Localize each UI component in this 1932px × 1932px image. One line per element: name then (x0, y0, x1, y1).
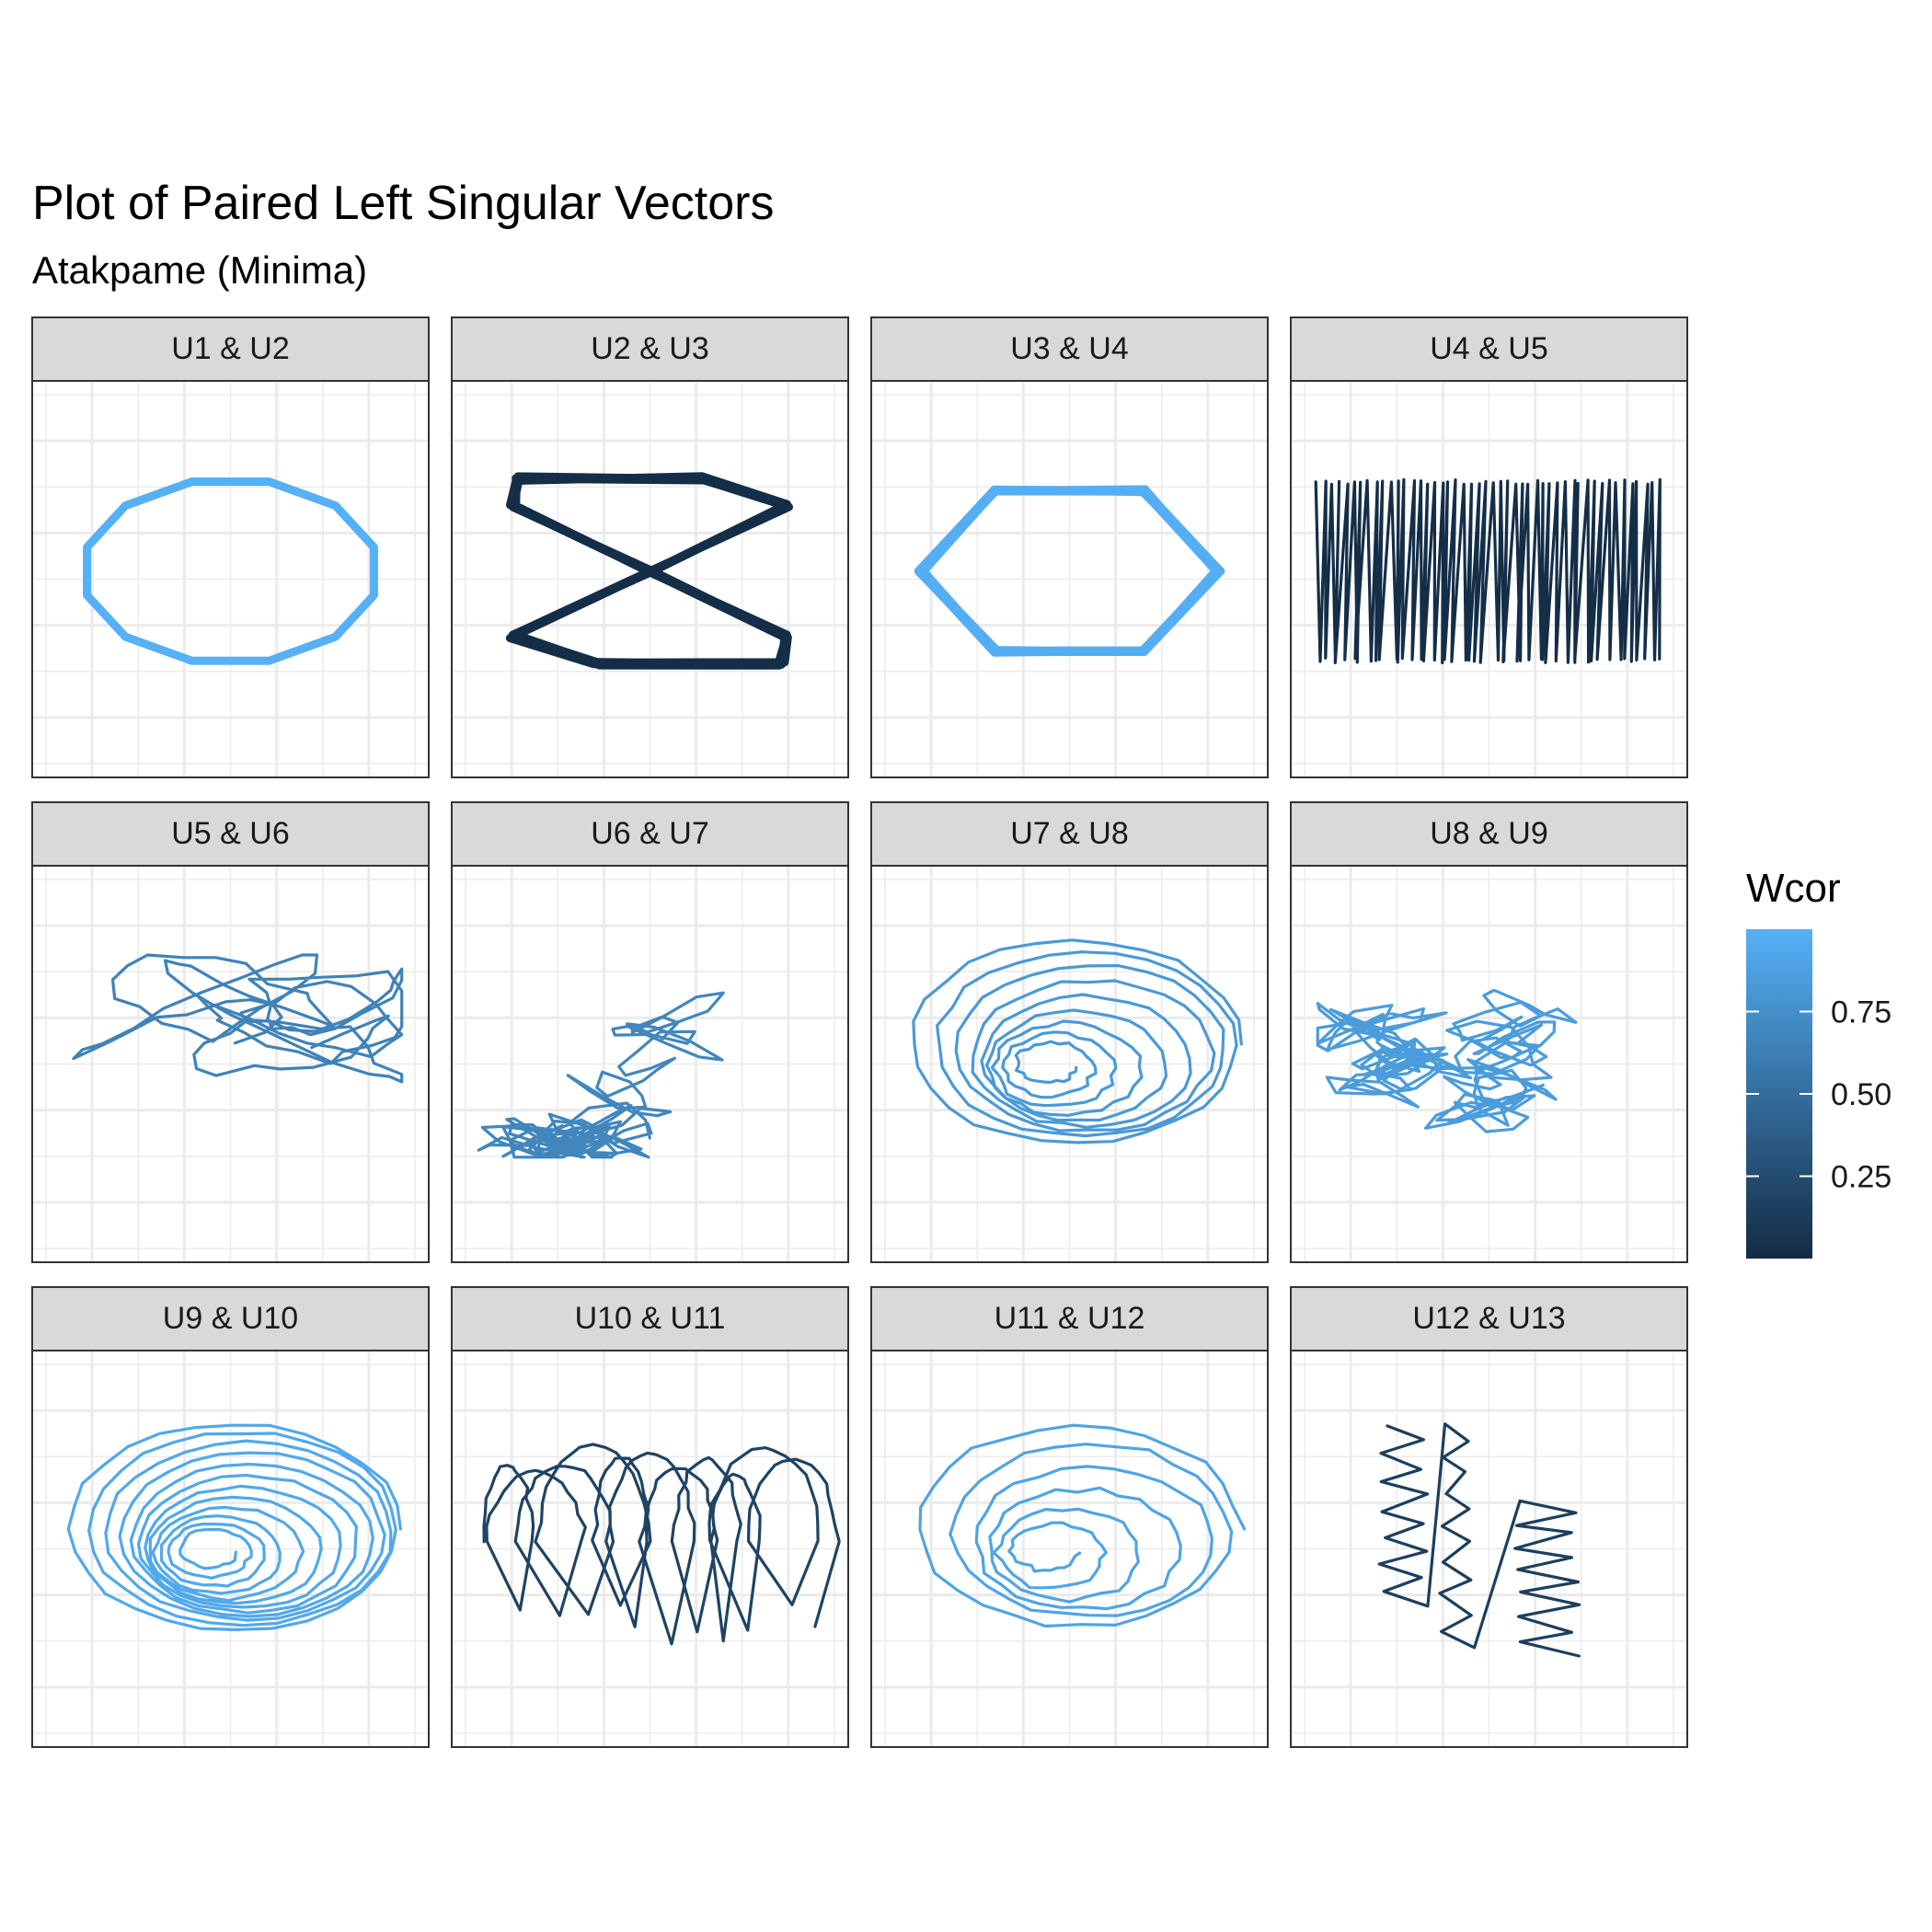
facet-grid: U1 & U2 U2 & U3 U3 & U4 U4 & U5 U5 & U6 U6 & … (31, 316, 1688, 1748)
facet-strip (870, 801, 1269, 867)
facet-strip (451, 801, 849, 867)
facet-label: U11 & U12 (995, 1301, 1145, 1336)
facet-label: U6 & U7 (591, 816, 709, 851)
facet-strip (31, 1286, 430, 1351)
facet-series-line (477, 991, 725, 1159)
facet-grid-lines (1291, 1351, 1687, 1747)
facet-border (31, 380, 430, 778)
facet-strip (31, 316, 430, 382)
facet-strip (31, 801, 430, 867)
facet-series-line (1316, 988, 1578, 1133)
facet-series-line (918, 1423, 1247, 1628)
facet-series-line (66, 1423, 402, 1631)
facet-border (451, 380, 849, 778)
facet-3: U3 & U4 (870, 316, 1269, 778)
facet-label: U4 & U5 (1430, 331, 1548, 366)
facet-strip (1290, 316, 1688, 382)
facet-grid-lines (1291, 866, 1687, 1262)
facet-label: U7 & U8 (1010, 816, 1129, 851)
facet-border (31, 865, 430, 1263)
facet-series-line (914, 485, 1225, 657)
facet-grid-lines (871, 866, 1268, 1262)
facet-12: U12 & U13 (1290, 1286, 1688, 1748)
facet-label: U1 & U2 (171, 331, 290, 366)
facet-11: U11 & U12 (870, 1286, 1269, 1748)
facet-strip (451, 316, 849, 382)
chart-title: Plot of Paired Left Singular Vectors (32, 177, 774, 230)
facet-2: U2 & U3 (451, 316, 849, 778)
legend: Wcor 0.25 0.50 0.75 (1746, 866, 1892, 1259)
facet-strip (1290, 1286, 1688, 1351)
facet-6: U6 & U7 (451, 801, 849, 1263)
facet-series-line (505, 472, 793, 670)
facet-label: U2 & U3 (591, 331, 709, 366)
facet-label: U9 & U10 (163, 1301, 298, 1336)
facet-label: U10 & U11 (575, 1301, 726, 1336)
facet-label: U3 & U4 (1010, 331, 1129, 366)
facet-9: U9 & U10 (31, 1286, 430, 1748)
facet-border (1290, 865, 1688, 1263)
facet-border (31, 1350, 430, 1748)
facet-grid-lines (452, 1351, 848, 1747)
facet-label: U5 & U6 (171, 816, 290, 851)
facet-border (870, 380, 1269, 778)
facet-grid-lines (452, 866, 848, 1262)
facet-10: U10 & U11 (451, 1286, 849, 1748)
facet-series-line (1377, 1422, 1581, 1658)
facet-series-line (72, 953, 404, 1084)
facet-border (870, 1350, 1269, 1748)
legend-tick-label: 0.75 (1831, 995, 1892, 1030)
facet-1: U1 & U2 (31, 316, 430, 778)
facet-border (451, 865, 849, 1263)
facet-grid-lines (32, 866, 429, 1262)
facet-border (451, 1350, 849, 1748)
legend-title: Wcor (1746, 866, 1841, 911)
facet-7: U7 & U8 (870, 801, 1269, 1263)
facet-4: U4 & U5 (1290, 316, 1688, 778)
facet-series-line (482, 1443, 841, 1646)
facet-series-line (83, 477, 378, 665)
facet-border (1290, 1350, 1688, 1748)
facet-5: U5 & U6 (31, 801, 430, 1263)
facet-8: U8 & U9 (1290, 801, 1688, 1263)
facet-strip (1290, 801, 1688, 867)
facet-grid-lines (32, 381, 429, 777)
legend-tick-label: 0.25 (1831, 1160, 1892, 1195)
facet-series-line (1314, 477, 1662, 664)
facet-series-line (912, 938, 1243, 1144)
chart-subtitle: Atakpame (Minima) (32, 248, 367, 292)
facet-strip (870, 316, 1269, 382)
facet-label: U12 & U13 (1412, 1301, 1565, 1336)
facet-grid-lines (871, 1351, 1268, 1747)
facet-border (870, 865, 1269, 1263)
facet-grid-lines (452, 381, 848, 777)
legend-tick-label: 0.50 (1831, 1077, 1892, 1112)
facet-border (1290, 380, 1688, 778)
facet-label: U8 & U9 (1430, 816, 1548, 851)
